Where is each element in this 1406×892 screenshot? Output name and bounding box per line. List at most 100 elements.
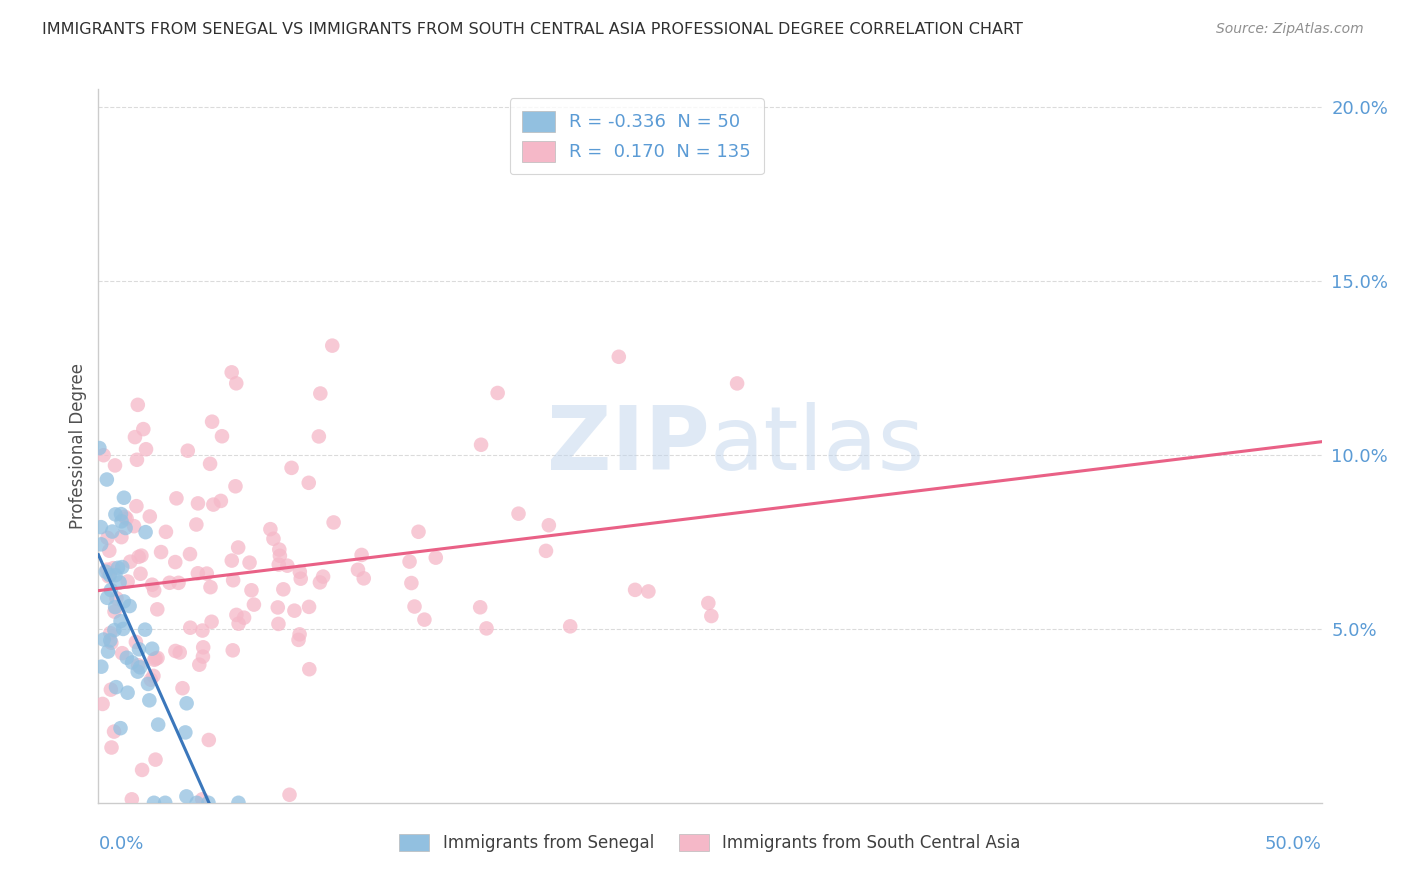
Point [198,457,221,471]
Point [104,568,127,582]
Point [112,594,135,608]
Point [312,569,335,583]
Point [267,558,290,572]
Point [186,796,208,810]
Point [145,651,167,665]
Point [89,441,111,455]
Point [108,575,131,590]
Point [508,507,530,521]
Point [560,619,582,633]
Point [309,386,332,401]
Point [209,494,232,508]
Point [153,796,176,810]
Point [155,524,177,539]
Point [322,516,344,530]
Point [94,565,117,579]
Point [165,644,187,658]
Point [118,599,141,613]
Point [298,662,321,676]
Point [145,753,167,767]
Text: IMMIGRANTS FROM SENEGAL VS IMMIGRANTS FROM SOUTH CENTRAL ASIA PROFESSIONAL DEGRE: IMMIGRANTS FROM SENEGAL VS IMMIGRANTS FR… [42,22,1024,37]
Point [100,682,122,697]
Text: Source: ZipAtlas.com: Source: ZipAtlas.com [1216,22,1364,37]
Point [117,574,139,589]
Point [103,605,125,619]
Point [135,525,157,540]
Point [111,646,134,660]
Point [146,602,169,616]
Point [475,621,498,635]
Point [278,788,301,802]
Point [174,725,197,739]
Point [191,792,214,806]
Point [298,475,321,490]
Point [146,651,169,665]
Point [104,508,127,522]
Point [186,517,208,532]
Point [124,430,146,444]
Point [201,415,224,429]
Point [226,541,249,555]
Point [96,563,118,577]
Point [103,724,125,739]
Point [146,717,169,731]
Point [125,499,148,513]
Point [280,461,302,475]
Point [100,582,122,597]
Point [141,641,163,656]
Point [637,584,659,599]
Point [221,553,243,567]
Point [187,496,209,510]
Point [129,660,152,674]
Point [141,578,163,592]
Point [159,575,181,590]
Point [198,733,221,747]
Point [350,548,373,562]
Point [135,442,157,457]
Point [537,518,560,533]
Point [112,622,135,636]
Point [404,599,426,614]
Text: 50.0%: 50.0% [1265,835,1322,853]
Point [276,558,298,573]
Point [353,571,375,585]
Point [110,721,132,735]
Point [233,610,256,624]
Point [110,507,132,521]
Point [104,600,127,615]
Point [143,796,166,810]
Point [725,376,748,391]
Point [321,338,343,352]
Point [100,740,122,755]
Point [111,560,134,574]
Point [283,604,305,618]
Point [138,693,160,707]
Point [98,568,121,582]
Point [269,542,291,557]
Point [120,555,142,569]
Point [221,365,243,379]
Point [309,575,332,590]
Point [110,514,132,528]
Point [121,656,143,670]
Point [267,600,290,615]
Point [225,607,247,622]
Point [187,566,209,581]
Point [91,697,114,711]
Text: atlas: atlas [710,402,925,490]
Point [101,524,124,539]
Text: ZIP: ZIP [547,402,710,490]
Point [290,572,312,586]
Point [408,524,430,539]
Point [240,583,263,598]
Point [129,566,152,581]
Point [188,657,211,672]
Point [176,789,198,804]
Point [176,696,198,710]
Point [288,565,311,579]
Point [93,632,115,647]
Point [211,429,233,443]
Point [193,640,215,655]
Point [179,621,201,635]
Point [624,582,647,597]
